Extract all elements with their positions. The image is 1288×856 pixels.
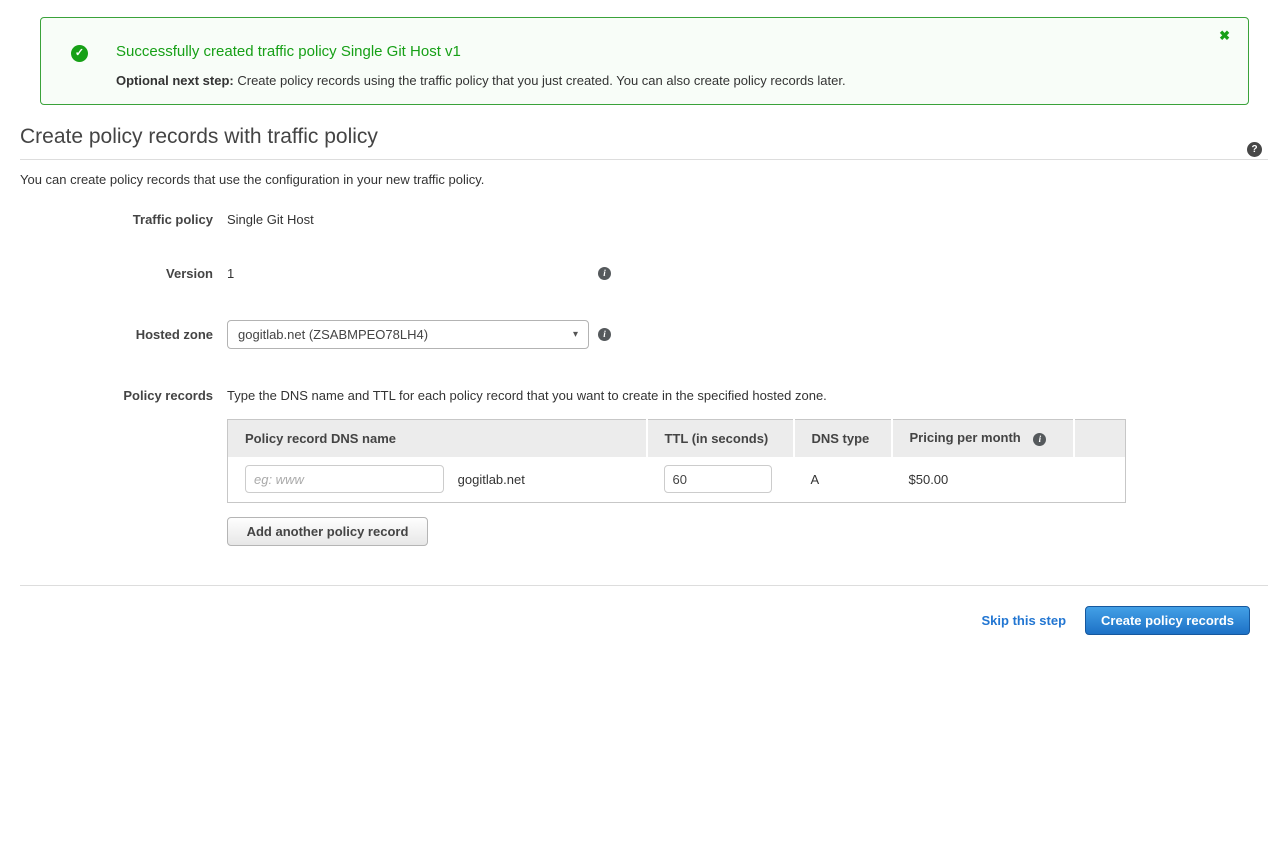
version-label: Version	[166, 266, 213, 281]
ttl-input[interactable]	[663, 465, 772, 494]
page-header: Create policy records with traffic polic…	[20, 125, 1268, 160]
check-circle-icon: ✓	[71, 45, 88, 62]
skip-this-step-link[interactable]: Skip this step	[981, 613, 1067, 628]
table-row: gogitlab.net A $50.00	[227, 456, 1126, 503]
success-banner: ✓ Successfully created traffic policy Si…	[40, 17, 1249, 105]
dns-name-input[interactable]	[245, 465, 444, 494]
footer-actions: Skip this step Create policy records	[20, 606, 1268, 635]
policy-records-block: Type the DNS name and TTL for each polic…	[227, 388, 1126, 546]
main-content: Create policy records with traffic polic…	[0, 125, 1288, 635]
cell-empty	[1073, 456, 1126, 503]
page-subtitle: You can create policy records that use t…	[20, 172, 485, 187]
version-row: Version 1 i	[20, 266, 1268, 281]
cell-pricing: $50.00	[891, 456, 1074, 503]
hosted-zone-value-wrap: gogitlab.net (ZSABMPEO78LH4) ▾ i	[227, 320, 611, 349]
info-icon[interactable]: i	[1033, 433, 1047, 447]
hosted-zone-row: Hosted zone gogitlab.net (ZSABMPEO78LH4)…	[20, 320, 1268, 349]
header-pricing-label: Pricing per month	[909, 430, 1021, 446]
header-dns-type: DNS type	[792, 419, 892, 457]
header-empty	[1072, 419, 1126, 457]
header-dns-name: Policy record DNS name	[227, 419, 647, 457]
hosted-zone-selected-value: gogitlab.net (ZSABMPEO78LH4)	[238, 327, 429, 342]
policy-records-label: Policy records	[123, 388, 213, 403]
header-ttl: TTL (in seconds)	[645, 419, 794, 457]
info-icon[interactable]: i	[598, 267, 611, 280]
policy-records-row: Policy records Type the DNS name and TTL…	[20, 388, 1268, 546]
version-value: 1	[227, 266, 235, 281]
traffic-policy-value: Single Git Host	[227, 212, 314, 227]
header-pricing: Pricing per month i	[890, 419, 1074, 457]
page-title: Create policy records with traffic polic…	[20, 125, 378, 148]
cell-ttl	[646, 456, 794, 503]
optional-next-step-text: Create policy records using the traffic …	[237, 73, 846, 88]
chevron-down-icon: ▾	[572, 329, 578, 340]
info-icon[interactable]: i	[598, 328, 611, 341]
banner-text: Successfully created traffic policy Sing…	[41, 18, 1248, 88]
cell-dns-type: A	[793, 456, 892, 503]
hosted-zone-select[interactable]: gogitlab.net (ZSABMPEO78LH4) ▾	[227, 320, 589, 349]
create-policy-records-button[interactable]: Create policy records	[1085, 606, 1250, 635]
cell-dns-name: gogitlab.net	[227, 456, 647, 503]
banner-subtitle: Optional next step: Create policy record…	[116, 73, 1208, 88]
policy-records-description: Type the DNS name and TTL for each polic…	[227, 388, 827, 403]
policy-records-table: Policy record DNS name TTL (in seconds) …	[227, 419, 1126, 503]
table-header-row: Policy record DNS name TTL (in seconds) …	[227, 419, 1126, 457]
hosted-zone-label: Hosted zone	[135, 327, 213, 342]
dns-suffix: gogitlab.net	[457, 471, 525, 487]
close-icon[interactable]: ✖	[1219, 28, 1230, 43]
add-policy-record-button[interactable]: Add another policy record	[227, 517, 428, 546]
version-value-wrap: 1 i	[227, 266, 611, 281]
optional-next-step-label: Optional next step:	[116, 73, 234, 88]
banner-title: Successfully created traffic policy Sing…	[116, 43, 461, 60]
traffic-policy-label: Traffic policy	[132, 212, 213, 227]
help-icon[interactable]: ?	[1247, 142, 1262, 157]
traffic-policy-row: Traffic policy Single Git Host	[20, 212, 1268, 227]
bottom-divider	[20, 585, 1268, 586]
